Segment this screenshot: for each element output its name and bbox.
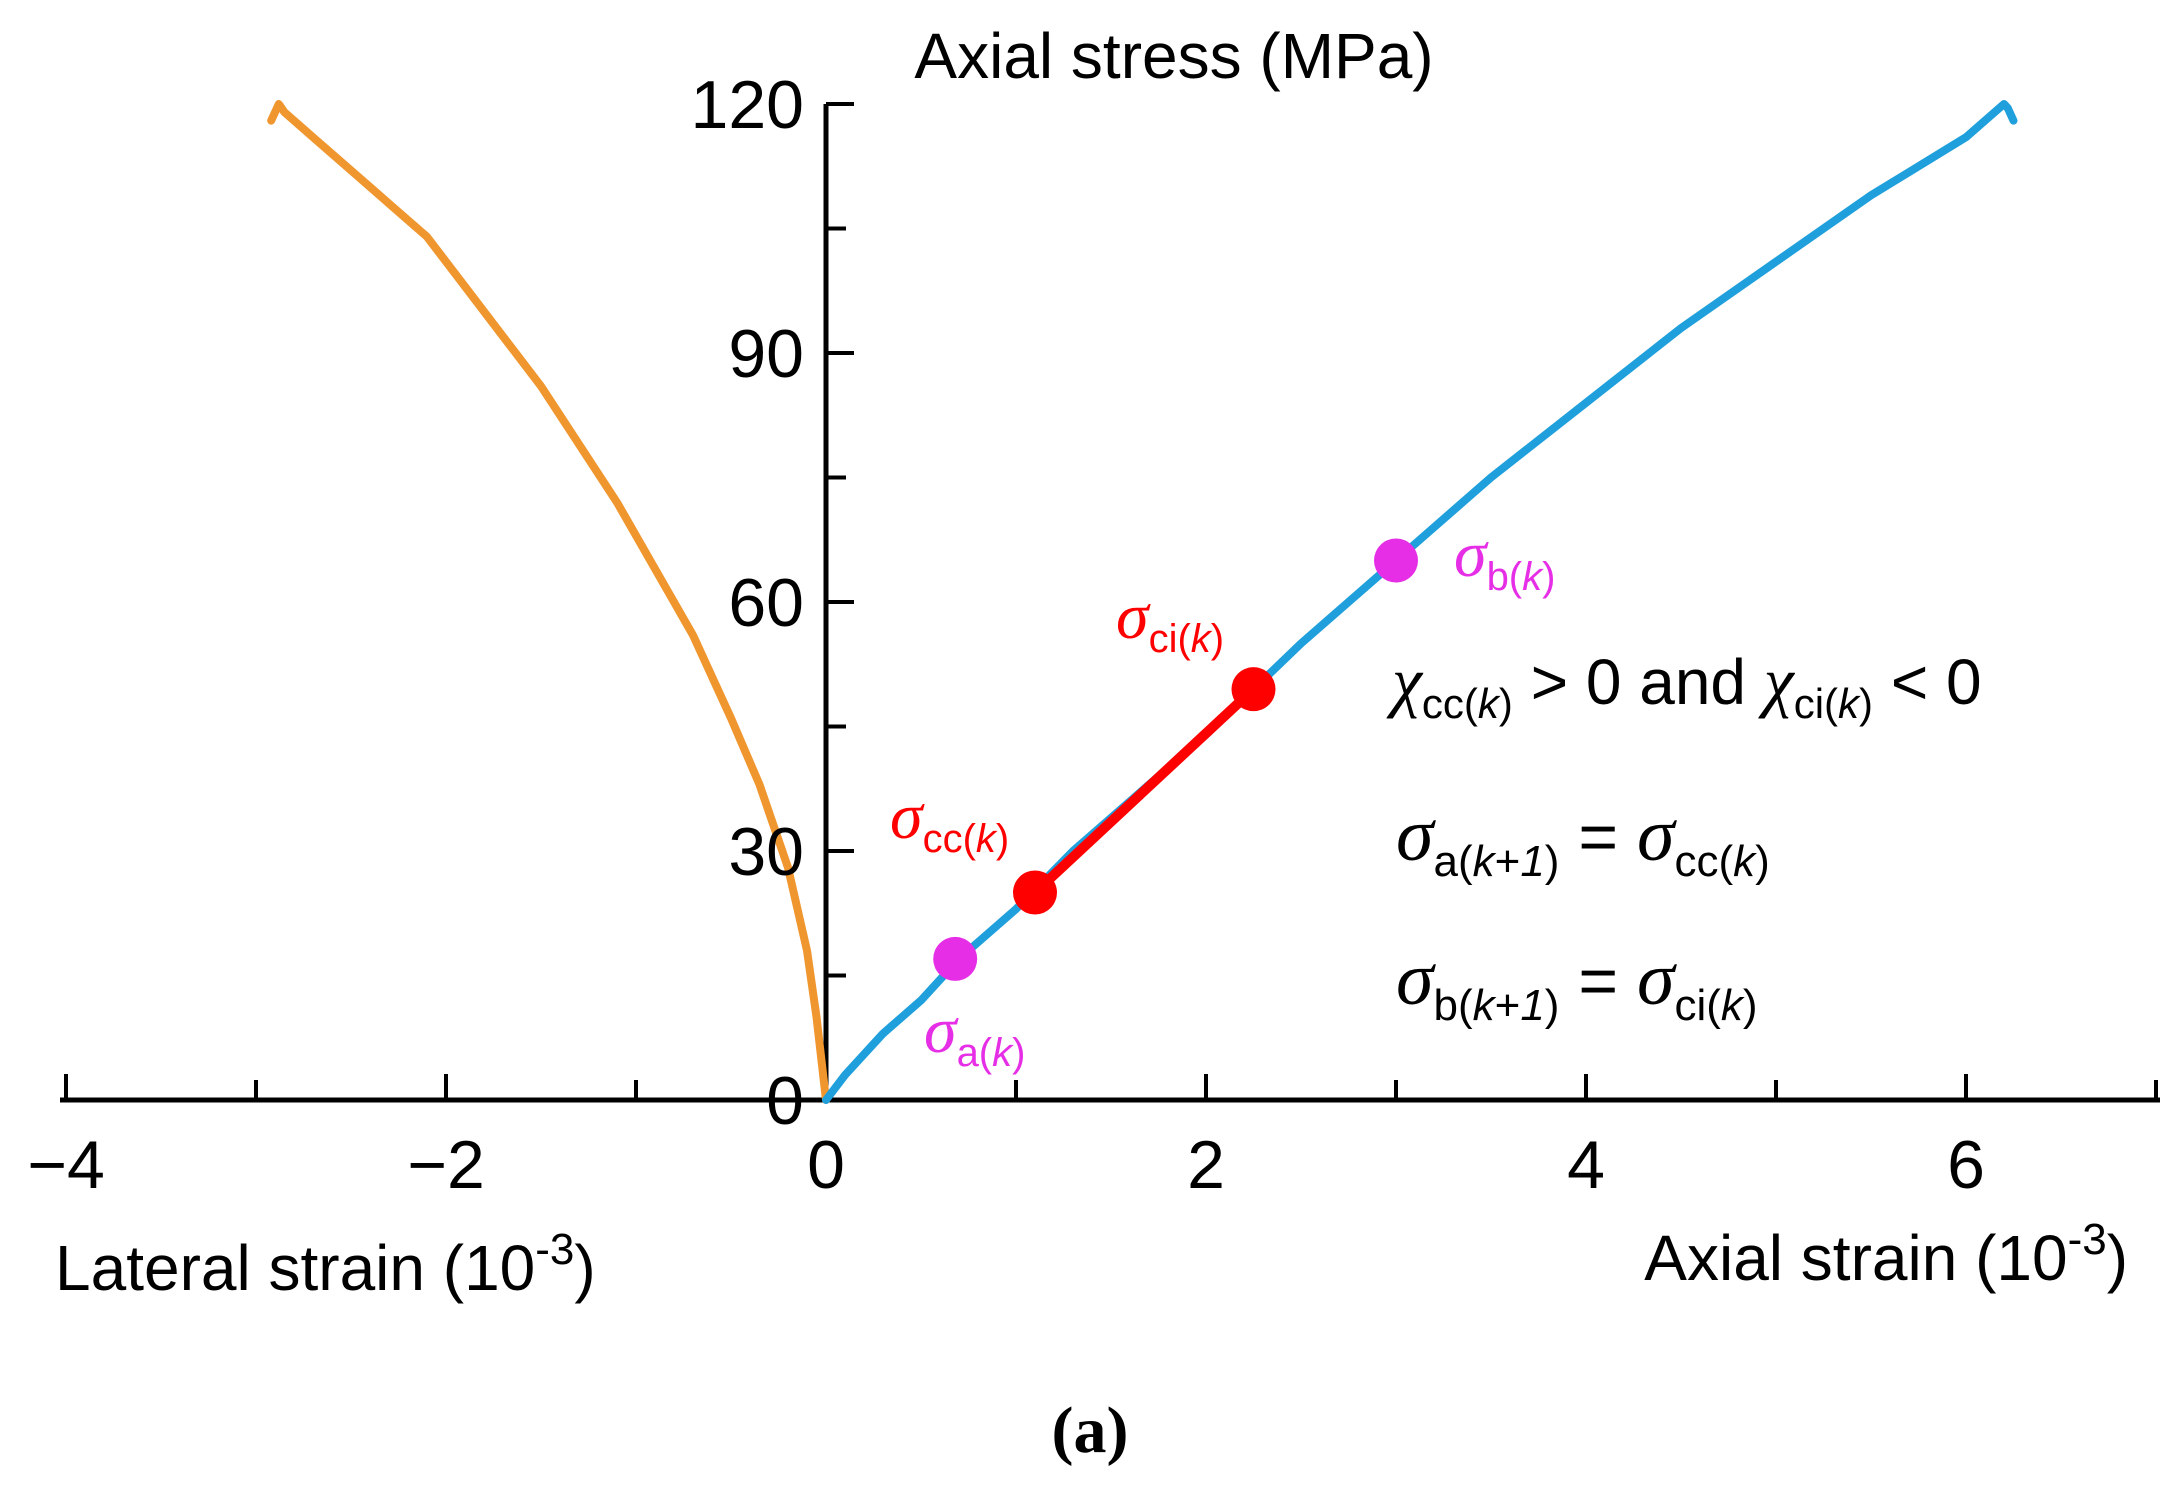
x-tick-label: −4 <box>27 1127 105 1203</box>
condition-chi-1: χ <box>1386 643 1424 719</box>
axes <box>60 102 2160 1103</box>
condition-k-2: k <box>1838 680 1861 727</box>
point-sigma-b <box>1374 538 1418 583</box>
y-tick-label: 0 <box>766 1063 804 1139</box>
label-sigma-b-k: k <box>1522 555 1544 599</box>
eq2-rhs-sub: ci( <box>1674 981 1721 1030</box>
label-sigma-cc-k: k <box>976 817 998 861</box>
x-axis-left-title: Lateral strain (10-3) <box>55 1225 596 1304</box>
series-line-axial-strain <box>822 100 2018 1104</box>
annotation-eq1: σa(k+1) = σcc(k) <box>1396 793 1770 886</box>
condition-sub-2: ci( <box>1794 680 1838 727</box>
label-sigma-ci-symbol: σ <box>1116 580 1151 653</box>
x-tick-label: 4 <box>1567 1127 1605 1203</box>
condition-chi-2: χ <box>1758 643 1796 719</box>
series-layer <box>267 100 2018 1104</box>
point-sigma-cc <box>1013 870 1057 915</box>
eq2-lhs-close: ) <box>1545 981 1560 1030</box>
label-sigma-a-sub: a( <box>957 1031 993 1075</box>
label-sigma-cc-end: ) <box>996 817 1009 861</box>
x-axis-left-title-close: ) <box>574 1232 595 1304</box>
condition-k-1: k <box>1478 680 1501 727</box>
label-sigma-ci: σci(k) <box>1116 580 1224 661</box>
condition-sub-1: cc( <box>1422 680 1478 727</box>
label-sigma-b: σb(k) <box>1454 518 1555 599</box>
annotation-condition: χcc(k) > 0 and χci(k) < 0 <box>1386 643 1982 727</box>
x-axis-left-title-exp: -3 <box>535 1225 574 1274</box>
eq1-lhs-sub: a( <box>1433 837 1472 886</box>
x-axis-right-title: Axial strain (10-3) <box>1644 1215 2128 1294</box>
eq1-rhs-close: ) <box>1755 837 1770 886</box>
eq1-lhs-plus: + <box>1495 837 1521 886</box>
condition-end: < 0 <box>1873 646 1982 718</box>
x-tick-label: −2 <box>407 1127 485 1203</box>
x-tick-label: 0 <box>807 1127 845 1203</box>
eq2-sigma-rhs: σ <box>1637 937 1677 1021</box>
eq1-rhs-k: k <box>1733 837 1757 886</box>
caption-close-paren: ) <box>1107 1394 1129 1467</box>
annotation-eq2: σb(k+1) = σci(k) <box>1396 937 1758 1030</box>
eq2-rhs-k: k <box>1721 981 1745 1030</box>
eq1-sigma-rhs: σ <box>1637 793 1677 877</box>
eq1-sigma-lhs: σ <box>1396 793 1436 877</box>
eq1-lhs-close: ) <box>1545 837 1560 886</box>
y-tick-label: 60 <box>728 565 804 641</box>
label-sigma-a: σa(k) <box>924 994 1025 1075</box>
eq2-lhs-sub: b( <box>1433 981 1472 1030</box>
x-tick-label: 6 <box>1947 1127 1985 1203</box>
x-tick-label: 2 <box>1187 1127 1225 1203</box>
x-axis-right-title-text: Axial strain (10 <box>1644 1222 2067 1294</box>
eq1-lhs-k: k <box>1473 837 1497 886</box>
eq2-equals: = <box>1559 943 1637 1019</box>
eq1-equals: = <box>1559 799 1637 875</box>
label-sigma-ci-end: ) <box>1211 617 1224 661</box>
condition-close-2: ) <box>1859 680 1873 727</box>
y-tick-label: 90 <box>728 316 804 392</box>
eq2-lhs-plus: + <box>1495 981 1521 1030</box>
label-sigma-ci-sub: ci( <box>1149 617 1192 661</box>
caption-open-paren: ( <box>1052 1394 1074 1467</box>
x-axis-right-title-close: ) <box>2107 1222 2128 1294</box>
eq2-sigma-lhs: σ <box>1396 937 1436 1021</box>
eq2-rhs-close: ) <box>1743 981 1758 1030</box>
x-axis-right-title-exp: -3 <box>2068 1215 2107 1264</box>
label-sigma-b-symbol: σ <box>1454 518 1489 591</box>
label-sigma-b-sub: b( <box>1487 555 1523 599</box>
point-sigma-a <box>933 936 978 981</box>
label-sigma-a-end: ) <box>1012 1031 1025 1075</box>
series-line-lateral-strain <box>267 100 830 1104</box>
eq2-lhs-k: k <box>1473 981 1497 1030</box>
label-sigma-cc-sub: cc( <box>923 817 977 861</box>
eq1-lhs-one: 1 <box>1520 837 1544 886</box>
label-sigma-cc-symbol: σ <box>890 780 925 853</box>
label-sigma-cc: σcc(k) <box>890 780 1009 861</box>
points-layer <box>933 538 1418 981</box>
figure-caption: (a) <box>1052 1394 1129 1467</box>
condition-close-1: ) <box>1499 680 1513 727</box>
label-sigma-b-end: ) <box>1542 555 1555 599</box>
y-tick-label: 30 <box>728 814 804 890</box>
label-sigma-ci-k: k <box>1191 617 1213 661</box>
y-axis-title: Axial stress (MPa) <box>914 20 1433 92</box>
y-tick-label: 120 <box>691 67 804 143</box>
caption-letter: a <box>1074 1394 1107 1467</box>
point-sigma-ci <box>1231 667 1276 712</box>
series-line-highlighted-segment <box>1030 684 1259 898</box>
x-axis-left-title-text: Lateral strain (10 <box>55 1232 535 1304</box>
label-sigma-a-k: k <box>992 1031 1014 1075</box>
eq2-lhs-one: 1 <box>1520 981 1544 1030</box>
label-sigma-a-symbol: σ <box>924 994 959 1067</box>
eq1-rhs-sub: cc( <box>1674 837 1733 886</box>
condition-mid: > 0 and <box>1513 646 1764 718</box>
